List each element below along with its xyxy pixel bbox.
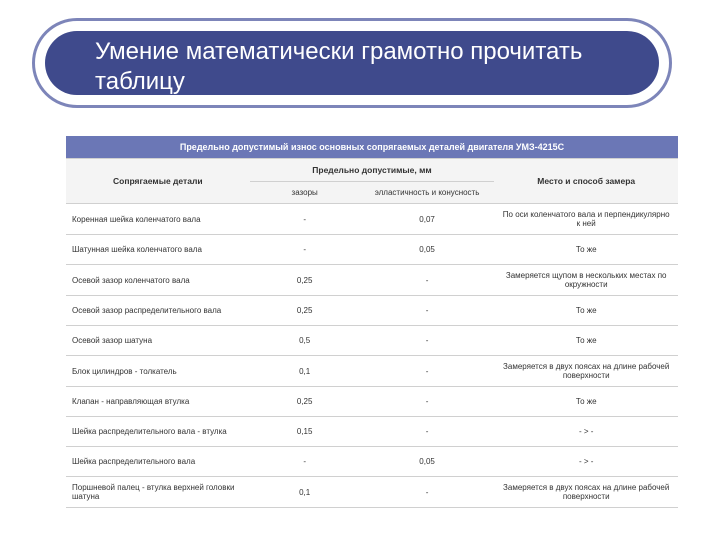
cell-gap: 0,1: [250, 477, 360, 508]
cell-part-name: Клапан - направляющая втулка: [66, 387, 250, 417]
col-header-parts: Сопрягаемые детали: [66, 159, 250, 204]
cell-part-name: Поршневой палец - втулка верхней головки…: [66, 477, 250, 508]
cell-method: То же: [494, 326, 678, 356]
cell-gap: 0,1: [250, 356, 360, 387]
cell-gap: 0,25: [250, 265, 360, 296]
col-header-limits: Предельно допустимые, мм: [250, 159, 495, 182]
col-header-gap: зазоры: [250, 182, 360, 204]
cell-part-name: Коренная шейка коленчатого вала: [66, 204, 250, 235]
cell-method: - > -: [494, 447, 678, 477]
cell-method: По оси коленчатого вала и перпендикулярн…: [494, 204, 678, 235]
cell-method: Замеряется в двух поясах на длине рабоче…: [494, 356, 678, 387]
table-row: Поршневой палец - втулка верхней головки…: [66, 477, 678, 508]
cell-method: Замеряется в двух поясах на длине рабоче…: [494, 477, 678, 508]
cell-part-name: Осевой зазор распределительного вала: [66, 296, 250, 326]
table-caption: Предельно допустимый износ основных сопр…: [66, 136, 678, 159]
cell-method: - > -: [494, 417, 678, 447]
title-banner-fill: Умение математически грамотно прочитать …: [45, 31, 659, 95]
table-row: Коренная шейка коленчатого вала-0,07По о…: [66, 204, 678, 235]
cell-ellipticity: -: [360, 417, 495, 447]
table-row: Клапан - направляющая втулка0,25-То же: [66, 387, 678, 417]
cell-part-name: Шатунная шейка коленчатого вала: [66, 235, 250, 265]
cell-ellipticity: -: [360, 326, 495, 356]
cell-part-name: Шейка распределительного вала - втулка: [66, 417, 250, 447]
page: Умение математически грамотно прочитать …: [0, 0, 720, 540]
page-title: Умение математически грамотно прочитать …: [95, 37, 619, 97]
table-row: Блок цилиндров - толкатель0,1-Замеряется…: [66, 356, 678, 387]
table-row: Осевой зазор шатуна0,5-То же: [66, 326, 678, 356]
cell-gap: 0,25: [250, 387, 360, 417]
cell-ellipticity: 0,07: [360, 204, 495, 235]
spec-table: Предельно допустимый износ основных сопр…: [66, 136, 678, 508]
cell-gap: -: [250, 204, 360, 235]
cell-method: То же: [494, 235, 678, 265]
cell-method: То же: [494, 387, 678, 417]
table-row: Шатунная шейка коленчатого вала-0,05То ж…: [66, 235, 678, 265]
table-caption-row: Предельно допустимый износ основных сопр…: [66, 136, 678, 159]
cell-method: Замеряется щупом в нескольких местах по …: [494, 265, 678, 296]
cell-method: То же: [494, 296, 678, 326]
table-row: Шейка распределительного вала - втулка0,…: [66, 417, 678, 447]
cell-part-name: Шейка распределительного вала: [66, 447, 250, 477]
cell-part-name: Осевой зазор коленчатого вала: [66, 265, 250, 296]
cell-ellipticity: 0,05: [360, 235, 495, 265]
cell-ellipticity: -: [360, 356, 495, 387]
cell-ellipticity: 0,05: [360, 447, 495, 477]
title-banner: Умение математически грамотно прочитать …: [32, 18, 672, 108]
table-row: Осевой зазор коленчатого вала0,25-Замеря…: [66, 265, 678, 296]
table-row: Шейка распределительного вала-0,05- > -: [66, 447, 678, 477]
table-row: Осевой зазор распределительного вала0,25…: [66, 296, 678, 326]
col-header-ellipticity: элластичность и конусность: [360, 182, 495, 204]
cell-part-name: Блок цилиндров - толкатель: [66, 356, 250, 387]
cell-ellipticity: -: [360, 265, 495, 296]
cell-gap: 0,15: [250, 417, 360, 447]
cell-gap: 0,25: [250, 296, 360, 326]
cell-ellipticity: -: [360, 477, 495, 508]
cell-gap: -: [250, 447, 360, 477]
col-header-method: Место и способ замера: [494, 159, 678, 204]
table-header-row-1: Сопрягаемые детали Предельно допустимые,…: [66, 159, 678, 182]
cell-part-name: Осевой зазор шатуна: [66, 326, 250, 356]
cell-gap: -: [250, 235, 360, 265]
cell-ellipticity: -: [360, 296, 495, 326]
cell-ellipticity: -: [360, 387, 495, 417]
cell-gap: 0,5: [250, 326, 360, 356]
